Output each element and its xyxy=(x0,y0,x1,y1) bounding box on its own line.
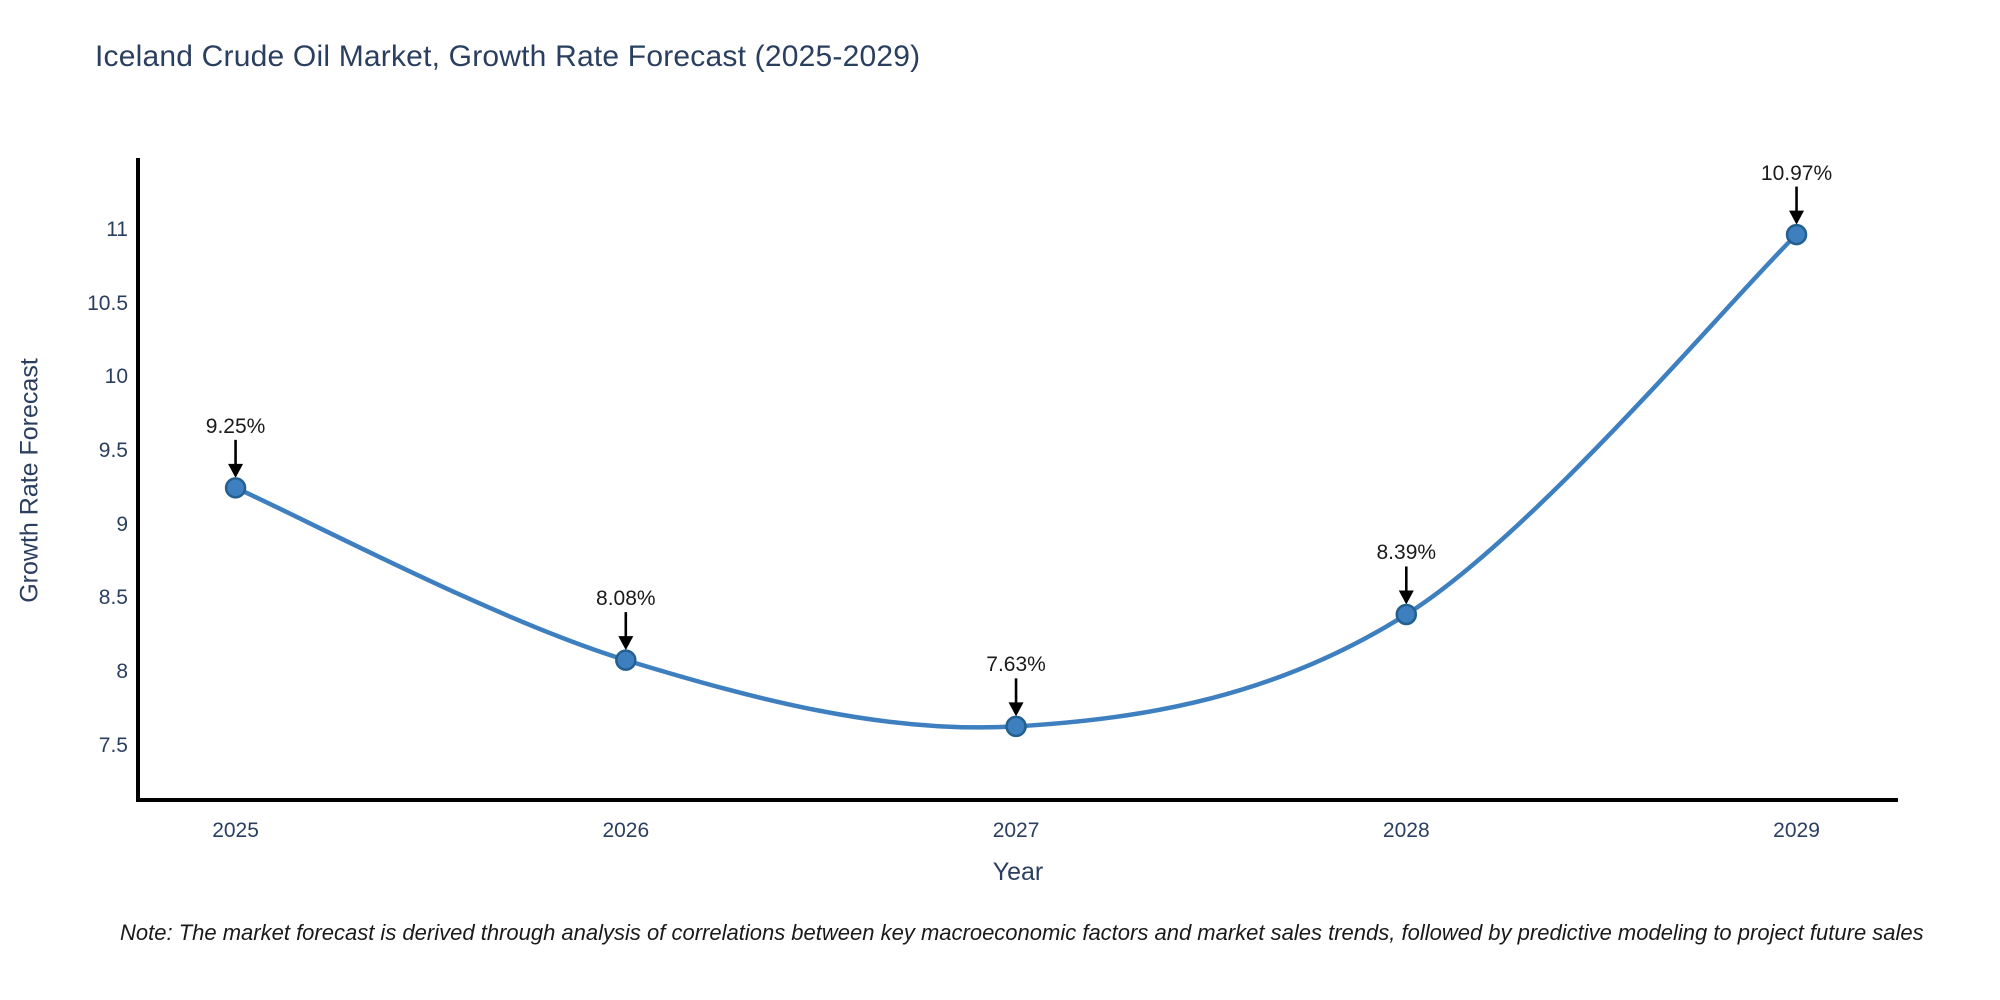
y-tick-label: 10 xyxy=(104,365,128,389)
annotation-arrowhead xyxy=(1008,702,1024,717)
x-tick-label: 2028 xyxy=(1382,819,1430,842)
x-tick-label: 2025 xyxy=(212,819,259,842)
point-annotation: 8.39% xyxy=(1376,541,1437,565)
x-tick-label: 2029 xyxy=(1773,819,1820,842)
y-tick-label: 11 xyxy=(106,218,128,242)
data-point-marker[interactable] xyxy=(224,477,247,499)
data-point-marker[interactable] xyxy=(1005,715,1027,738)
x-axis-title: Year xyxy=(992,858,1044,886)
x-tick-label: 2026 xyxy=(602,819,650,842)
point-annotation: 10.97% xyxy=(1760,161,1833,185)
y-tick-label: 8.5 xyxy=(98,586,128,610)
y-tick-label: 9 xyxy=(116,512,128,536)
y-tick-label: 10.5 xyxy=(87,291,128,315)
point-annotation: 9.25% xyxy=(205,414,266,438)
chart-title: Iceland Crude Oil Market, Growth Rate Fo… xyxy=(95,40,921,73)
annotation-arrowhead xyxy=(618,636,634,651)
annotation-arrowhead xyxy=(1398,590,1414,605)
data-point-marker[interactable] xyxy=(615,649,637,671)
point-annotation: 8.08% xyxy=(596,587,656,611)
annotation-arrowhead xyxy=(228,463,244,478)
data-point-marker[interactable] xyxy=(1395,603,1418,626)
y-tick-label: 7.5 xyxy=(98,733,128,757)
x-tick-label: 2027 xyxy=(992,819,1040,842)
annotation-arrowhead xyxy=(1789,210,1805,225)
y-tick-label: 9.5 xyxy=(98,439,128,463)
footnote: Note: The market forecast is derived thr… xyxy=(120,920,1924,945)
data-point-marker[interactable] xyxy=(1785,223,1808,246)
point-annotation: 7.63% xyxy=(986,653,1046,677)
y-tick-label: 8 xyxy=(116,659,128,683)
